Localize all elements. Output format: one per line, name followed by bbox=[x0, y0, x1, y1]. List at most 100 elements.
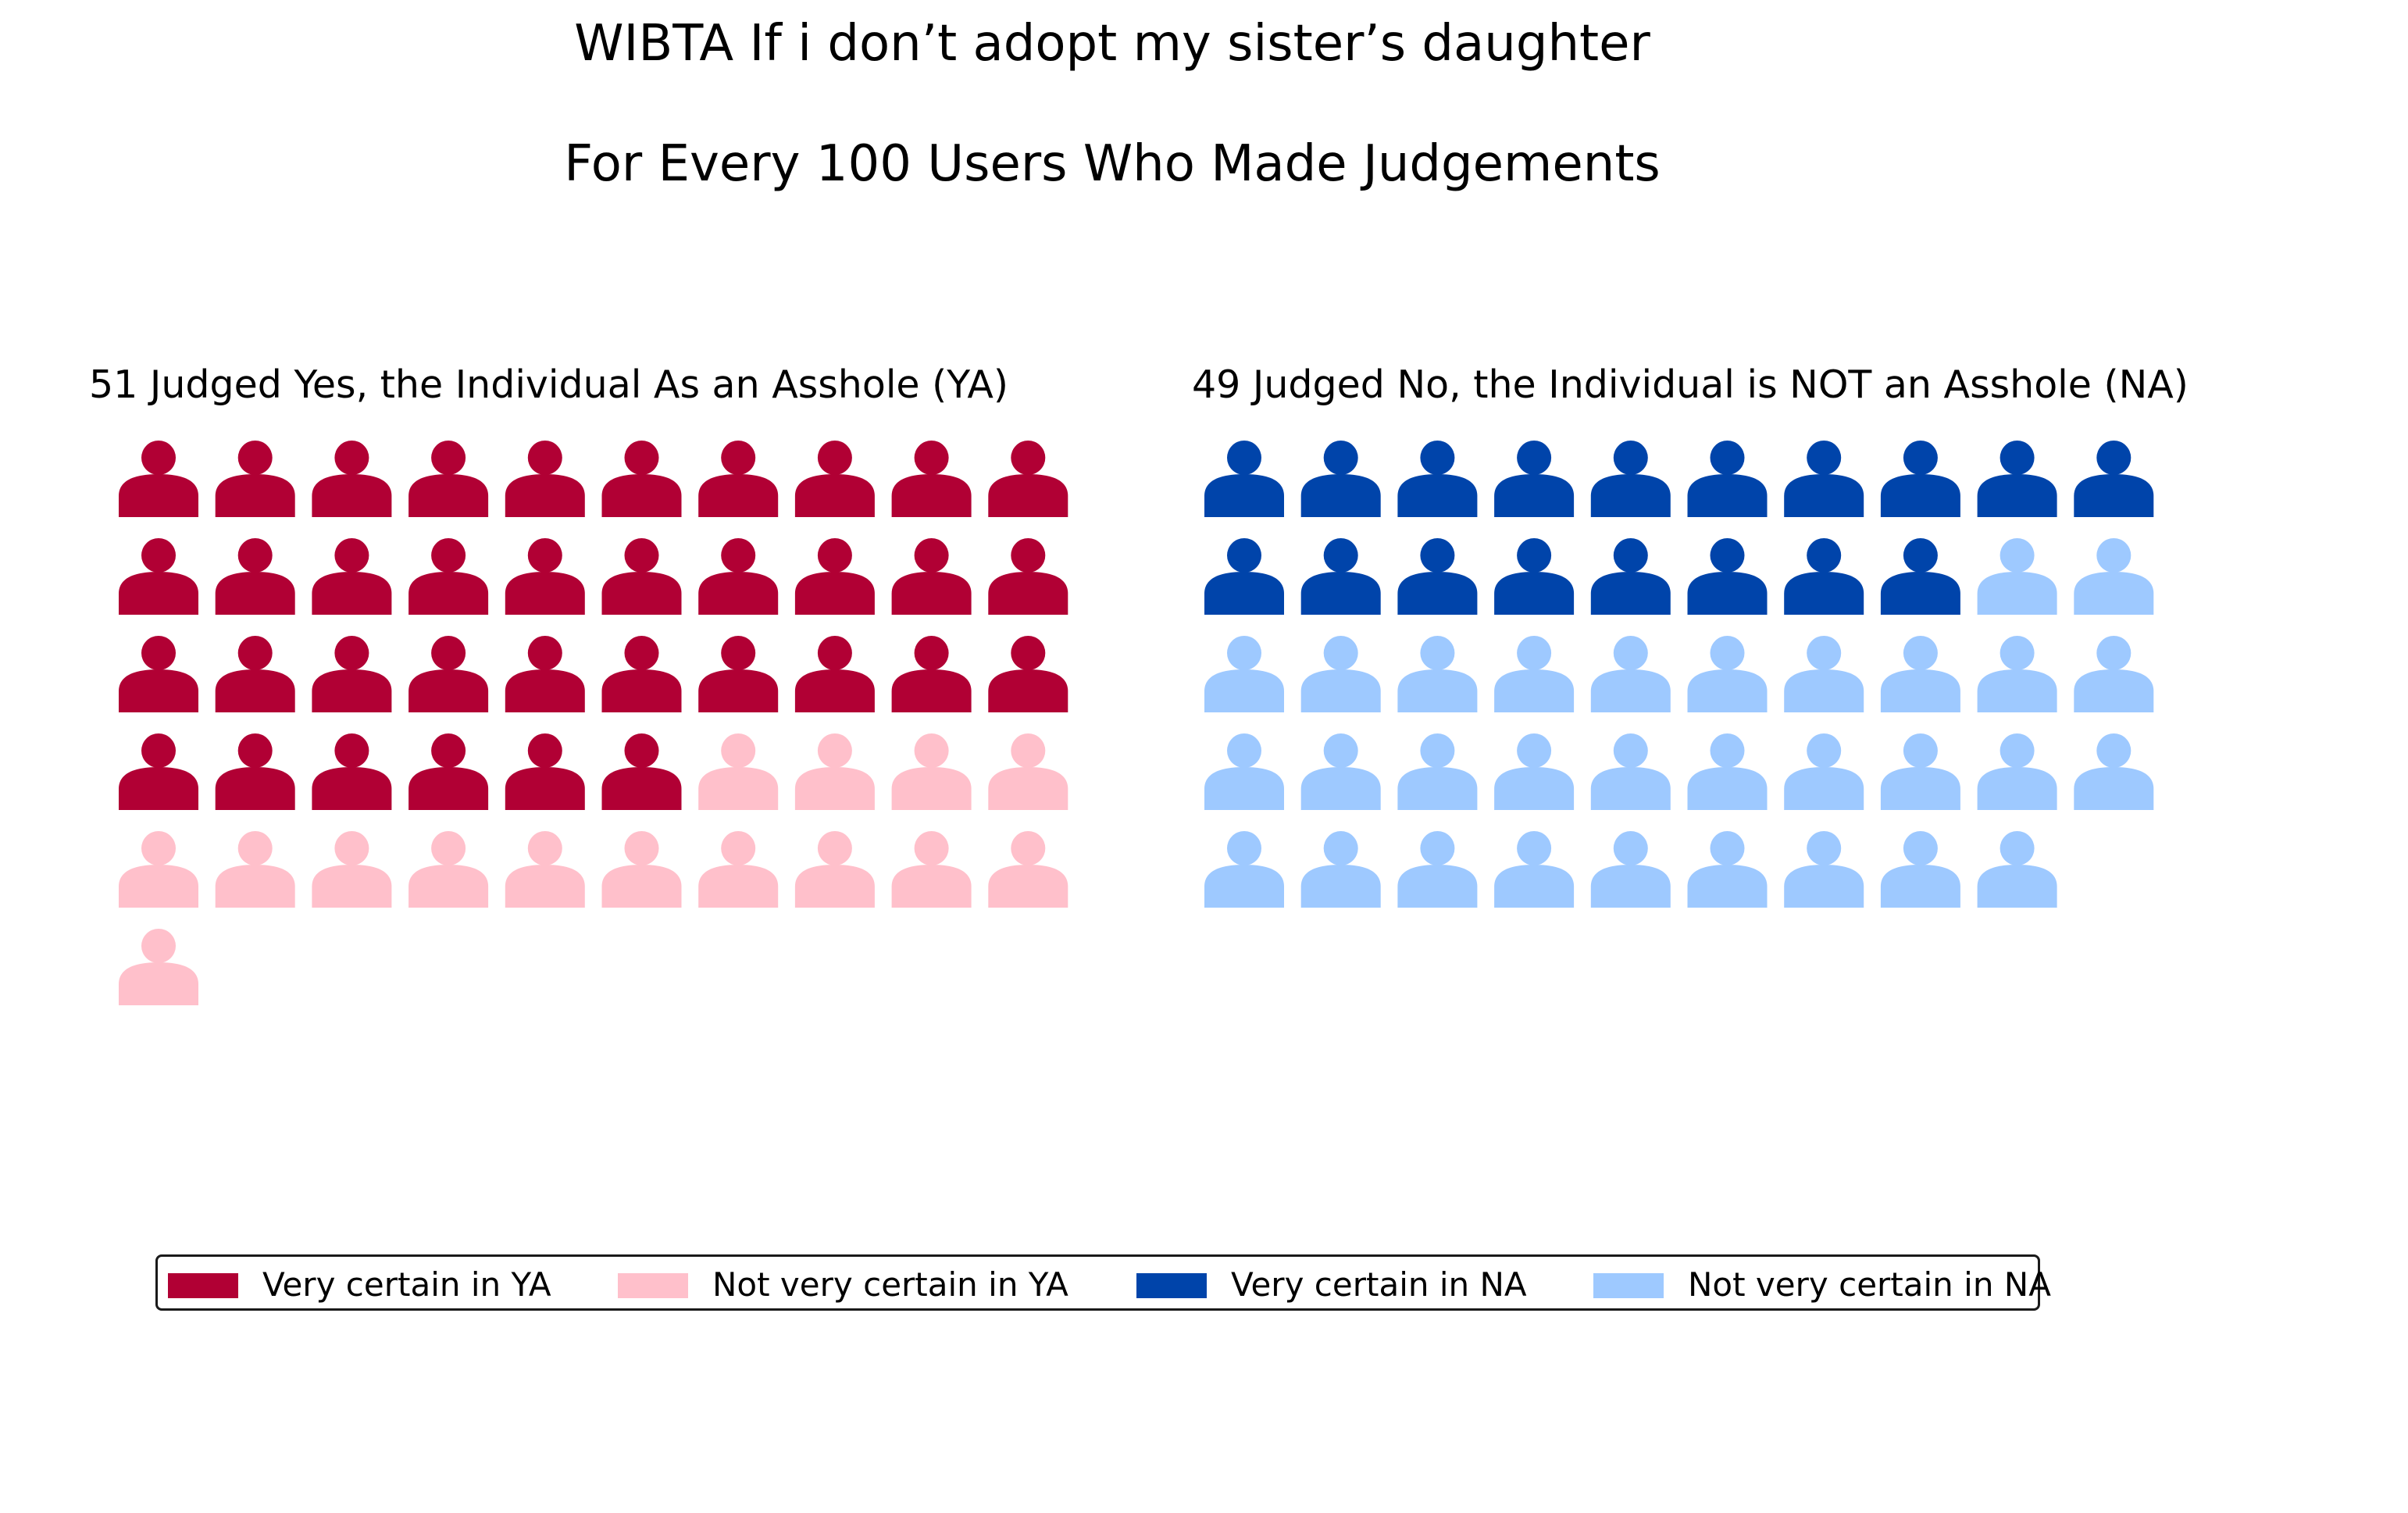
person-icon bbox=[988, 636, 1068, 712]
person-icon bbox=[1977, 733, 2057, 810]
person-icon bbox=[1977, 831, 2057, 908]
person-icon bbox=[1397, 441, 1478, 517]
person-icon bbox=[794, 733, 875, 810]
person-icon bbox=[1590, 538, 1671, 615]
person-icon bbox=[1204, 831, 1284, 908]
person-icon bbox=[215, 733, 295, 810]
person-icon bbox=[1204, 636, 1284, 712]
person-icon bbox=[2074, 441, 2154, 517]
person-icon bbox=[1687, 831, 1768, 908]
person-icon bbox=[119, 441, 198, 517]
person-icon bbox=[1590, 441, 1671, 517]
person-icon bbox=[601, 441, 682, 517]
legend-swatch-very-certain-na bbox=[1136, 1273, 1207, 1298]
person-icon bbox=[1300, 733, 1381, 810]
person-icon bbox=[794, 636, 875, 712]
legend-label-very-certain-na: Very certain in NA bbox=[1231, 1265, 1527, 1304]
person-icon bbox=[1590, 733, 1671, 810]
person-icon bbox=[408, 636, 489, 712]
person-icon bbox=[1784, 636, 1864, 712]
person-icon bbox=[1687, 538, 1768, 615]
person-icon bbox=[698, 636, 779, 712]
person-icon bbox=[215, 441, 295, 517]
person-icon bbox=[1977, 441, 2057, 517]
person-icon bbox=[505, 636, 585, 712]
person-icon bbox=[601, 636, 682, 712]
person-icon bbox=[891, 636, 972, 712]
person-icon bbox=[408, 733, 489, 810]
person-icon bbox=[1300, 441, 1381, 517]
legend-label-not-very-certain-ya: Not very certain in YA bbox=[712, 1265, 1068, 1304]
person-icon bbox=[2074, 733, 2154, 810]
person-icon bbox=[1204, 441, 1284, 517]
person-icon bbox=[1397, 831, 1478, 908]
person-icon bbox=[119, 733, 198, 810]
person-icon bbox=[1880, 733, 1960, 810]
person-icon bbox=[794, 441, 875, 517]
person-icon bbox=[1300, 636, 1381, 712]
person-icon bbox=[794, 538, 875, 615]
person-icon bbox=[1880, 441, 1960, 517]
person-icon bbox=[2074, 538, 2154, 615]
person-icon bbox=[408, 831, 489, 908]
person-icon bbox=[1977, 538, 2057, 615]
person-icon bbox=[1784, 538, 1864, 615]
legend: Very certain in YA Not very certain in Y… bbox=[155, 1254, 2051, 1311]
person-icon bbox=[1300, 538, 1381, 615]
person-icon bbox=[1687, 636, 1768, 712]
person-icon bbox=[312, 831, 392, 908]
person-icon bbox=[2074, 636, 2154, 712]
person-icon bbox=[1880, 538, 1960, 615]
person-icon bbox=[698, 441, 779, 517]
person-icon bbox=[119, 831, 198, 908]
person-icon bbox=[312, 441, 392, 517]
person-icon bbox=[988, 733, 1068, 810]
chart-title: WIBTA If i don’t adopt my sister’s daugh… bbox=[574, 15, 1650, 73]
person-icon bbox=[215, 636, 295, 712]
person-icon bbox=[1880, 636, 1960, 712]
person-icon bbox=[794, 831, 875, 908]
person-icon bbox=[1590, 636, 1671, 712]
person-icon bbox=[891, 733, 972, 810]
person-icon bbox=[505, 733, 585, 810]
person-icon bbox=[988, 441, 1068, 517]
person-icon bbox=[891, 538, 972, 615]
person-icon bbox=[698, 831, 779, 908]
person-icon bbox=[1494, 538, 1575, 615]
person-icon bbox=[1687, 441, 1768, 517]
person-icon bbox=[1784, 733, 1864, 810]
person-icon bbox=[505, 538, 585, 615]
person-icon bbox=[505, 441, 585, 517]
person-icon bbox=[1300, 831, 1381, 908]
legend-swatch-not-very-certain-ya bbox=[618, 1273, 688, 1298]
person-icon bbox=[312, 733, 392, 810]
person-icon bbox=[312, 538, 392, 615]
legend-swatch-not-very-certain-na bbox=[1593, 1273, 1664, 1298]
person-icon bbox=[1880, 831, 1960, 908]
person-icon bbox=[601, 733, 682, 810]
person-icon bbox=[1204, 538, 1284, 615]
chart-subtitle: For Every 100 Users Who Made Judgements bbox=[564, 135, 1661, 193]
person-icon bbox=[119, 636, 198, 712]
person-icon bbox=[505, 831, 585, 908]
person-icon bbox=[601, 538, 682, 615]
legend-swatch-very-certain-ya bbox=[168, 1273, 238, 1298]
person-icon bbox=[1784, 831, 1864, 908]
person-icon bbox=[698, 538, 779, 615]
person-icon bbox=[1494, 636, 1575, 712]
person-icon bbox=[1977, 636, 2057, 712]
person-icon bbox=[1590, 831, 1671, 908]
person-icon bbox=[119, 538, 198, 615]
person-icon bbox=[1784, 441, 1864, 517]
person-icon bbox=[119, 929, 198, 1005]
person-icon bbox=[215, 831, 295, 908]
person-icon bbox=[891, 831, 972, 908]
person-icon bbox=[408, 441, 489, 517]
person-icon bbox=[698, 733, 779, 810]
legend-label-very-certain-ya: Very certain in YA bbox=[262, 1265, 551, 1304]
person-icon bbox=[1397, 733, 1478, 810]
person-icon bbox=[408, 538, 489, 615]
person-icon bbox=[1494, 831, 1575, 908]
person-icon bbox=[1397, 636, 1478, 712]
